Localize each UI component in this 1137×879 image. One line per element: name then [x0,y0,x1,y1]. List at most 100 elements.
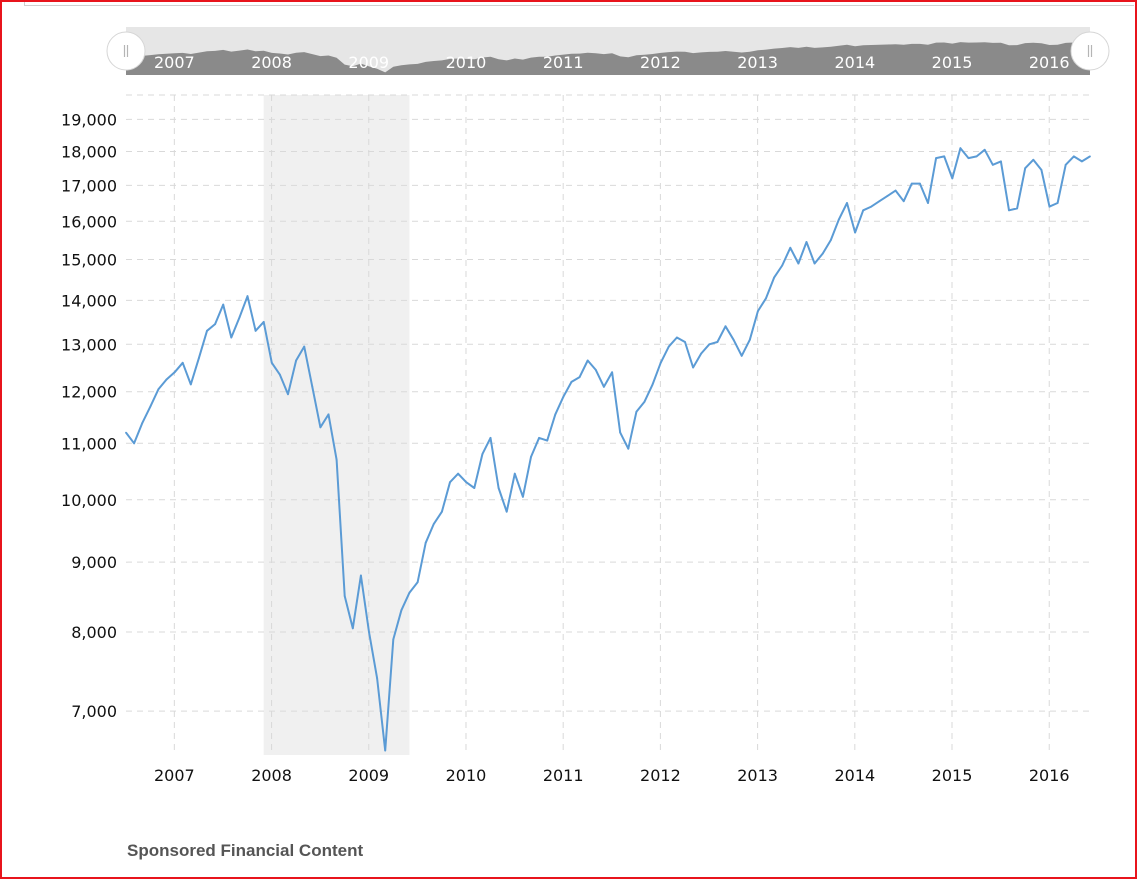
y-tick-label: 14,000 [61,291,117,310]
navigator-handles[interactable] [106,31,1110,71]
data-point [189,383,192,386]
data-point [562,395,565,398]
data-point [594,369,597,371]
x-tick-label: 2015 [932,766,973,785]
data-point [927,202,929,204]
y-axis-ticks: 19,000 18,000 17,000 16,000 15,000 14,000 13,0… [61,110,117,721]
data-point [959,147,962,150]
data-point [295,359,297,362]
data-point [1008,209,1010,212]
data-point [651,383,654,386]
x-axis-ticks: 2007 2008 2009 2010 2011 2012 2013 2014 2015 2016 [154,766,1070,785]
data-point [870,205,873,208]
data-point [335,458,338,461]
data-point [1081,160,1083,163]
x-tick-label: 2009 [348,766,389,785]
data-point [449,481,451,484]
data-point [254,329,257,332]
data-point [1064,163,1067,166]
data-point [319,426,322,429]
data-point [181,361,184,364]
data-point [530,456,532,458]
navigator-tick-label: 2009 [348,53,389,72]
grip-handle-icon [1087,45,1093,57]
data-point [886,195,889,197]
data-point [748,338,751,341]
data-point [546,439,549,442]
data-point [862,209,865,212]
data-point [473,487,476,489]
data-point [659,361,662,364]
data-point [619,431,622,434]
data-point [902,200,905,203]
left-handle[interactable] [106,31,146,71]
data-point [813,262,816,265]
data-point [384,749,387,752]
data-point [206,329,208,332]
y-tick-label: 11,000 [61,434,117,453]
data-point [424,541,427,544]
recession-shade [263,95,410,755]
data-point [522,495,524,498]
right-handle[interactable] [1070,31,1110,71]
data-point [724,325,727,328]
data-point [700,352,703,355]
data-point [505,510,508,513]
y-tick-label: 10,000 [61,491,117,510]
navigator-tick-label: 2011 [543,53,584,72]
sponsored-content-label[interactable]: Sponsored Financial Content [127,841,364,860]
data-point [165,378,168,381]
x-tick-label: 2011 [543,766,584,785]
data-point [1040,169,1043,171]
y-tick-label: 7,000 [71,702,117,721]
series-layer [125,147,1091,752]
navigator-tick-label: 2012 [640,53,681,72]
data-point [465,481,468,484]
data-point [1089,155,1091,158]
data-point [797,262,800,265]
x-tick-label: 2007 [154,766,195,785]
data-point [878,200,881,203]
data-point [967,157,970,160]
data-point [173,371,176,374]
x-tick-label: 2010 [446,766,487,785]
navigator-tick-label: 2010 [446,53,487,72]
data-point [991,163,994,166]
data-point [238,316,241,319]
data-point [351,627,354,630]
data-point [133,442,136,445]
data-point [692,366,694,369]
y-tick-label: 18,000 [61,142,117,161]
data-point [230,336,233,339]
data-point [789,246,792,249]
data-point [513,472,516,475]
navigator-tick-label: 2013 [737,53,778,72]
data-point [732,338,735,341]
data-point [303,345,306,348]
data-point [910,182,913,185]
data-point [416,581,419,584]
data-point [141,422,144,425]
data-point [635,410,638,413]
data-point [432,523,435,525]
data-point [603,385,605,388]
grip-handle-icon [123,45,129,57]
data-point [400,609,403,612]
data-point [708,343,711,346]
y-tick-label: 9,000 [71,553,117,572]
range-navigator[interactable]: 2007 2008 2009 2010 2011 2012 2013 2014 2015 2016 [126,27,1090,75]
data-point [740,354,743,357]
data-point [757,310,759,312]
y-tick-label: 16,000 [61,212,117,231]
y-tick-label: 17,000 [61,176,117,195]
data-point [951,177,954,180]
data-point [481,453,484,455]
data-point [943,155,946,158]
data-point [360,574,362,577]
data-point [279,373,281,376]
data-point [578,376,581,378]
data-point [368,631,370,633]
handle-knob [1070,31,1110,71]
data-point [311,385,314,388]
